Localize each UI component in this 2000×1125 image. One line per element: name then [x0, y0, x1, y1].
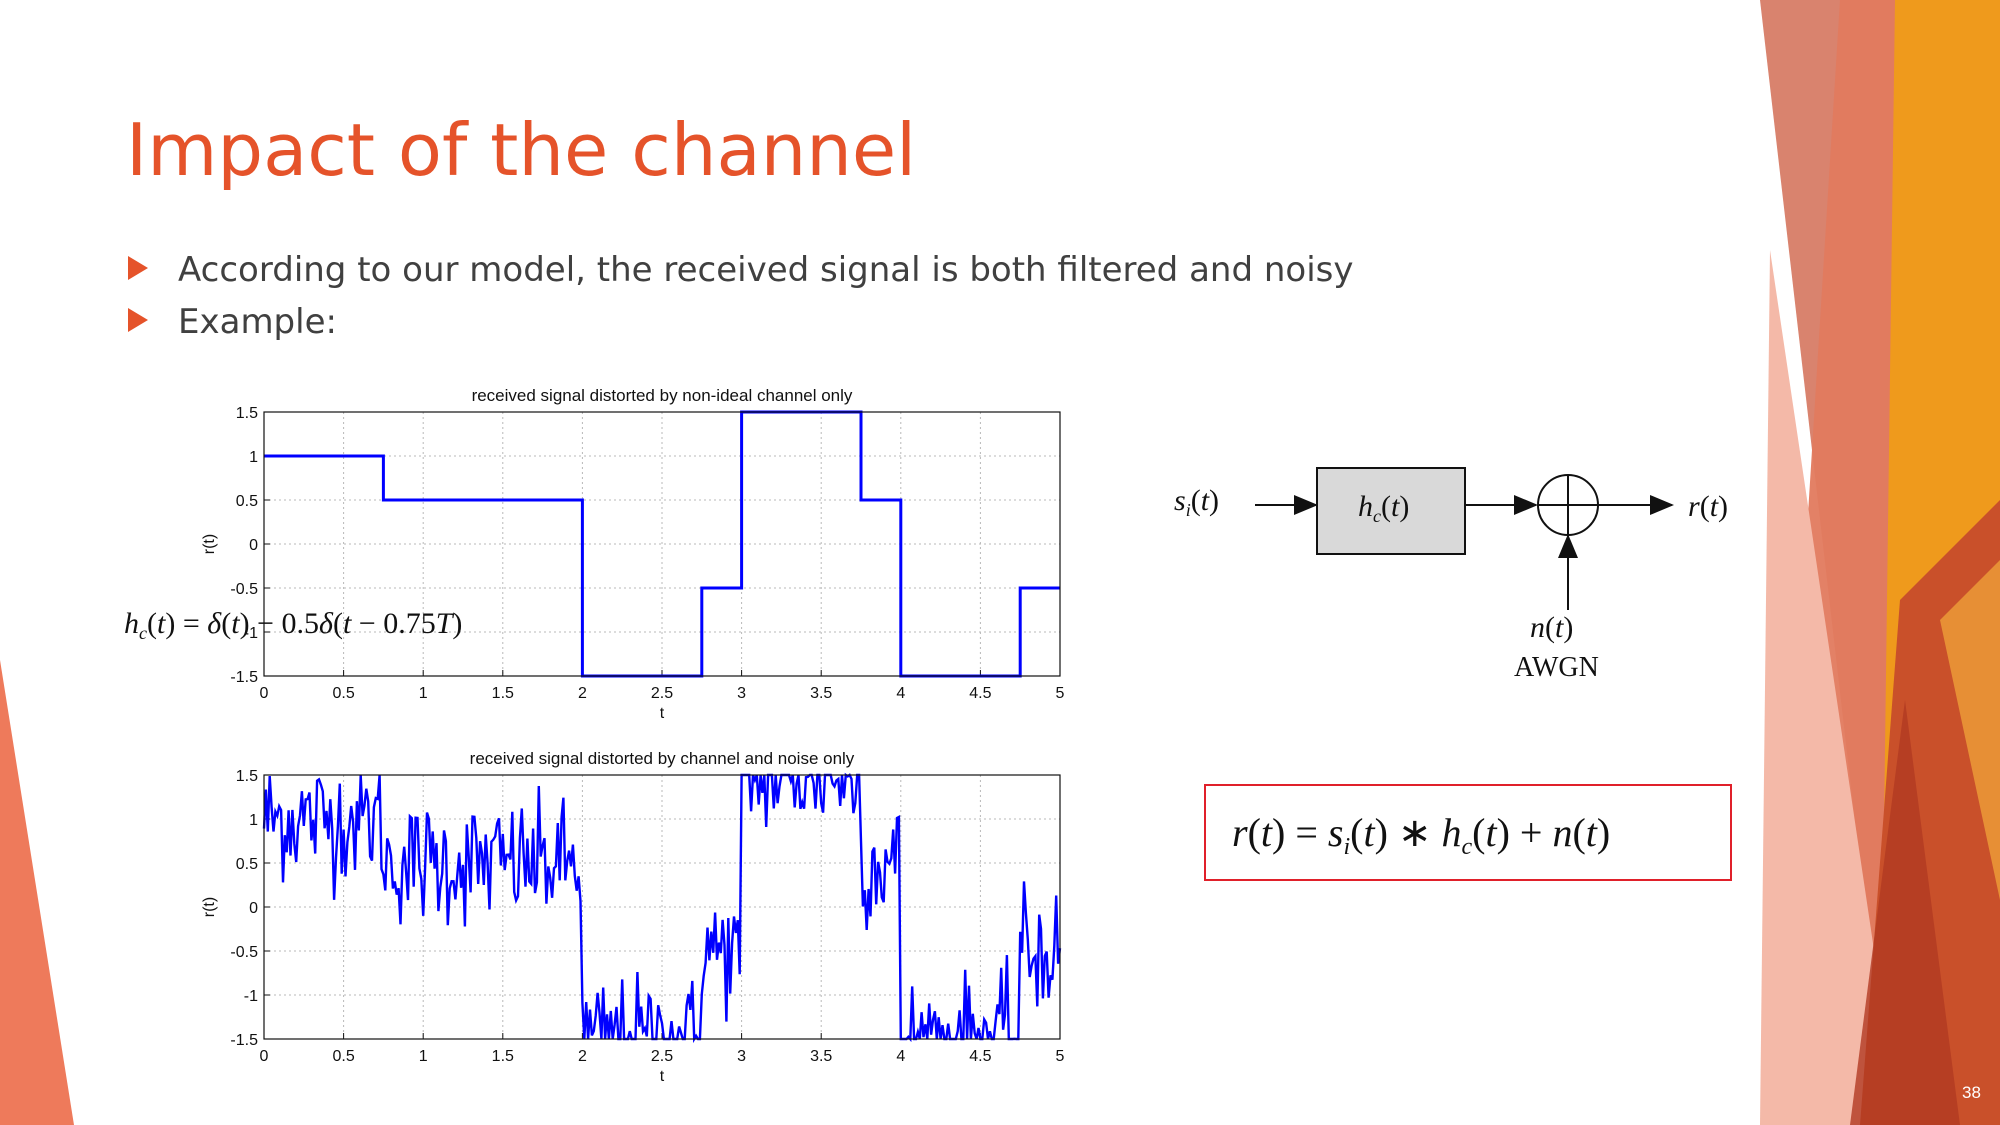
chart-title: received signal distorted by non-ideal c… [472, 386, 853, 405]
x-tick-label: 2.5 [651, 685, 673, 702]
x-tick-label: 1 [419, 685, 428, 702]
bullet-arrow-icon [128, 307, 148, 332]
plot-frame [263, 774, 1061, 1040]
page-number: 38 [1962, 1083, 1981, 1102]
filter-label: hc(t) [1358, 490, 1409, 526]
y-tick-label: 1.5 [236, 768, 258, 785]
chart-title: received signal distorted by channel and… [470, 749, 855, 768]
x-tick-label: 5 [1056, 1048, 1065, 1065]
y-tick-label: 1.5 [236, 405, 258, 422]
y-tick-label: -0.5 [230, 581, 258, 598]
y-tick-label: 0 [249, 900, 258, 917]
y-tick-label: 0 [249, 537, 258, 554]
y-tick-label: 0.5 [236, 856, 258, 873]
x-tick-label: 0 [260, 1048, 269, 1065]
x-tick-label: 4 [896, 685, 905, 702]
x-tick-label: 4.5 [969, 1048, 991, 1065]
x-tick-label: 3.5 [810, 1048, 832, 1065]
x-tick-label: 1 [419, 1048, 428, 1065]
y-tick-label: -1 [244, 625, 258, 642]
x-axis-label: t [660, 705, 665, 722]
noise-type-label: AWGN [1514, 652, 1599, 683]
y-tick-label: -0.5 [230, 944, 258, 961]
received-signal-equation: r(t) = si(t) ∗ hc(t) + n(t) [1232, 810, 1610, 860]
received-signal-equation-box: r(t) = si(t) ∗ hc(t) + n(t) [1204, 784, 1732, 881]
x-tick-label: 5 [1056, 685, 1065, 702]
deco-panel-4 [1760, 250, 1900, 1125]
y-tick-label: -1.5 [230, 1032, 258, 1049]
x-tick-label: 3.5 [810, 685, 832, 702]
x-tick-label: 3 [737, 1048, 746, 1065]
output-signal-label: r(t) [1688, 490, 1728, 523]
x-tick-label: 1.5 [492, 685, 514, 702]
x-tick-label: 2 [578, 1048, 587, 1065]
deco-panel-6 [1850, 700, 1960, 1125]
bullet-item-1: According to our model, the received sig… [128, 250, 1353, 290]
noise-signal-label: n(t) [1530, 611, 1573, 644]
x-tick-label: 3 [737, 685, 746, 702]
y-tick-label: 1 [249, 449, 258, 466]
x-tick-label: 0.5 [332, 685, 354, 702]
deco-left-panel [0, 660, 74, 1125]
block-diagram: si(t) hc(t) r(t) n(t) AWGN [1174, 467, 1728, 683]
x-tick-label: 0 [260, 685, 269, 702]
bullet-text-1: According to our model, the received sig… [178, 250, 1354, 290]
x-tick-label: 4 [896, 1048, 905, 1065]
figure-plots: 0 0.5 1 1.5 2 2.5 3 3.5 4 4.5 5 1.5 1 0.5 0 -0.5 -1 -1.5 r… [201, 386, 1065, 1085]
received-signal-equation-text: r(t) = si(t) ∗ hc(t) + n(t) [1232, 810, 1610, 860]
x-axis-label: t [660, 1068, 665, 1085]
deco-panel-7 [1940, 560, 2000, 900]
x-tick-label: 1.5 [492, 1048, 514, 1065]
channel-equation: hc(t) = δ(t) − 0.5δ(t − 0.75T) [124, 607, 462, 643]
bullet-arrow-icon [128, 255, 148, 280]
plot-frame [263, 411, 1061, 677]
input-signal-label: si(t) [1174, 484, 1219, 520]
y-tick-label: 1 [249, 812, 258, 829]
x-tick-label: 2 [578, 685, 587, 702]
y-axis-label: r(t) [201, 897, 218, 917]
channel-filter-block [1316, 467, 1466, 555]
bullet-text-2: Example: [178, 302, 337, 342]
x-tick-label: 4.5 [969, 685, 991, 702]
y-tick-label: 0.5 [236, 493, 258, 510]
y-axis-label: r(t) [201, 534, 218, 554]
channel-equation-text: hc(t) = δ(t) − 0.5δ(t − 0.75T) [124, 607, 462, 643]
bullet-item-2: Example: [128, 302, 337, 342]
x-tick-label: 0.5 [332, 1048, 354, 1065]
x-tick-label: 2.5 [651, 1048, 673, 1065]
y-tick-label: -1.5 [230, 669, 258, 686]
slide-title: Impact of the channel [126, 108, 917, 192]
y-tick-label: -1 [244, 988, 258, 1005]
